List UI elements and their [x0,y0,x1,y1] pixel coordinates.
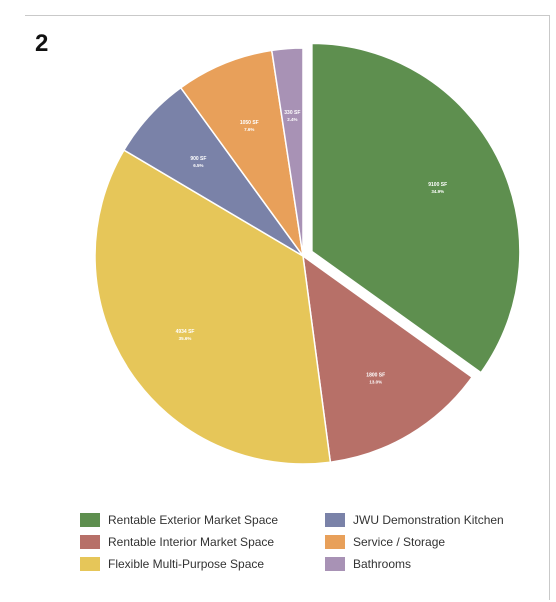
slice-percent-label: 13.0% [369,379,382,384]
slice-percent-label: 7.6% [244,127,254,132]
pie-slice-flexible-multi-purpose-space [94,149,332,465]
legend-item: Rentable Interior Market Space [80,534,325,550]
legend-label: JWU Demonstration Kitchen [353,513,504,527]
slice-area-label: 900 SF [190,156,206,162]
legend-item: Bathrooms [325,556,535,572]
slice-area-label: 1050 SF [240,120,259,126]
legend-label: Service / Storage [353,535,446,549]
legend-swatch [80,513,100,527]
slice-area-label: 330 SF [284,110,300,116]
slice-percent-label: 2.4% [287,117,297,122]
legend-item: Service / Storage [325,534,535,550]
legend-label: Flexible Multi-Purpose Space [108,557,265,571]
pie-slice-service-storage [179,49,304,257]
pie-slice-bathrooms [270,47,304,257]
slice-area-label: 1800 SF [366,372,385,378]
slice-area-label: 4934 SF [176,329,195,335]
legend-label: Rentable Exterior Market Space [108,513,279,527]
legend-item: Flexible Multi-Purpose Space [80,556,325,572]
legend-swatch [325,535,345,549]
slice-percent-label: 35.6% [179,336,192,341]
legend-swatch [325,557,345,571]
slice-percent-label: 34.9% [431,189,444,194]
legend-swatch [80,535,100,549]
legend-label: Rentable Interior Market Space [108,535,275,549]
legend-item: JWU Demonstration Kitchen [325,512,535,528]
slice-area-label: 9100 SF [428,182,447,188]
legend-swatch [325,513,345,527]
legend-item: Rentable Exterior Market Space [80,512,325,528]
legend-swatch [80,557,100,571]
pie-slice-rentable-interior-market-space [302,254,474,464]
chart-legend: Rentable Exterior Market Space JWU Demons… [80,512,535,572]
pie-slice-rentable-exterior-market-space [311,42,521,374]
slice-percent-label: 6.5% [193,163,203,168]
legend-label: Bathrooms [353,557,412,571]
figure-frame [25,15,550,600]
figure-number: 2 [35,30,49,57]
